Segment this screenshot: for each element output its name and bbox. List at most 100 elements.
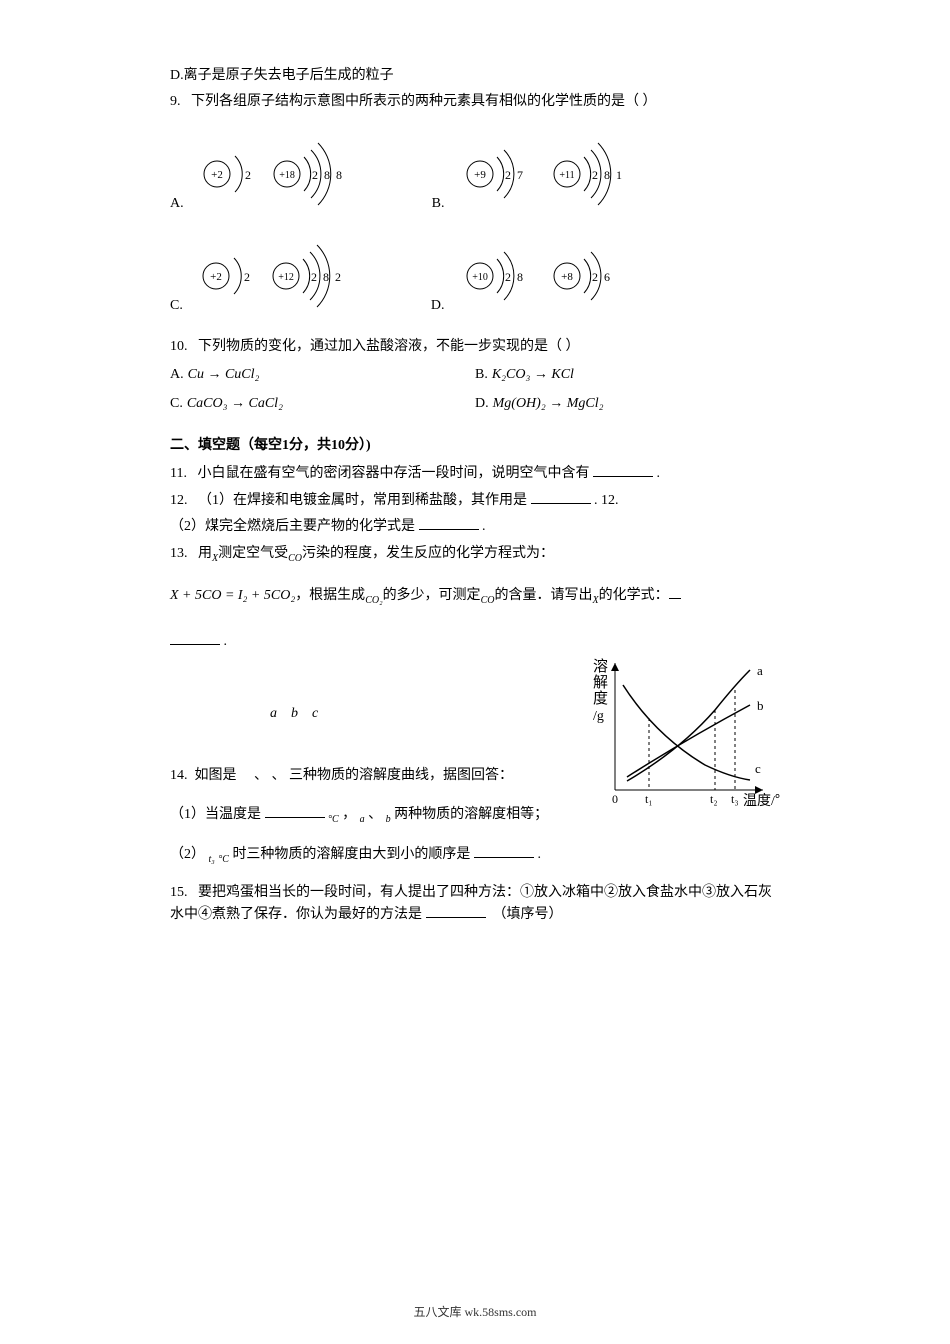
- svg-text:2: 2: [244, 270, 250, 284]
- q11: 11. 小白鼠在盛有空气的密闭容器中存活一段时间，说明空气中含有 .: [170, 463, 780, 485]
- svg-text:+10: +10: [473, 272, 489, 283]
- blank: [426, 904, 486, 918]
- svg-text:溶: 溶: [593, 658, 608, 675]
- svg-text:+8: +8: [562, 271, 574, 283]
- svg-text:6: 6: [604, 270, 610, 284]
- t: 用: [198, 546, 212, 561]
- var-t3: t₃: [209, 854, 215, 865]
- equation: X + 5CO = I₂ + 5CO₂: [170, 588, 295, 603]
- q15-num: 15.: [170, 885, 188, 900]
- svg-text:1: 1: [616, 168, 622, 182]
- q8-option-d: D.离子是原子失去电子后生成的粒子: [170, 65, 780, 87]
- svg-text:8: 8: [604, 168, 610, 182]
- svg-text:+18: +18: [279, 170, 295, 181]
- q12-part2: （2）煤完全燃烧后主要产物的化学式是 .: [170, 516, 780, 538]
- option-label-a: A.: [170, 193, 184, 215]
- var-a: a: [360, 814, 365, 825]
- svg-text:8: 8: [336, 168, 342, 182]
- option-label: A.: [170, 364, 184, 386]
- t: ，: [342, 807, 356, 822]
- page-footer: 五八文库 wk.58sms.com: [0, 1303, 950, 1322]
- option-label-b: B.: [432, 193, 445, 215]
- t: 时三种物质的溶解度由大到小的顺序是: [232, 847, 470, 862]
- t: 的多少，可测定: [383, 588, 481, 603]
- svg-text:2: 2: [592, 270, 598, 284]
- q14-wrap: 溶 解 度 /g a b c 0 t₁ t₂ t₃ 温度/℃ a b c 14.…: [170, 663, 780, 788]
- t: 、: [368, 807, 382, 822]
- q12-p2-tail: .: [482, 519, 486, 534]
- q10-stem: 10. 下列物质的变化，通过加入盐酸溶液，不能一步实现的是（ ）: [170, 336, 780, 358]
- q10-num: 10.: [170, 339, 188, 354]
- q14-num: 14.: [170, 768, 188, 783]
- svg-text:2: 2: [311, 270, 317, 284]
- q15: 15. 要把鸡蛋相当长的一段时间，有人提出了四种方法：①放入冰箱中②放入食盐水中…: [170, 882, 780, 927]
- svg-text:7: 7: [517, 168, 523, 182]
- svg-text:+2: +2: [210, 271, 222, 283]
- t: 测定空气受: [218, 546, 288, 561]
- q13-stem: 13. 用X测定空气受CO污染的程度，发生反应的化学方程式为：: [170, 543, 780, 567]
- q9-option-b: B. +9 2 7 +11 2 8 1: [432, 126, 648, 216]
- equation: Cu → CuCl₂: [188, 364, 260, 386]
- svg-text:解: 解: [593, 674, 608, 691]
- var-co2: CO₂: [365, 595, 382, 606]
- blank: [170, 631, 220, 645]
- svg-text:2: 2: [245, 168, 251, 182]
- equation: K₂CO₃ → KCl: [492, 364, 574, 386]
- q11-num: 11.: [170, 466, 187, 481]
- q10-option-d: D. Mg(OH)₂ → MgCl₂: [475, 393, 780, 415]
- q10-option-c: C. CaCO₃ → CaCl₂: [170, 393, 475, 415]
- svg-text:2: 2: [505, 168, 511, 182]
- q10-text: 下列物质的变化，通过加入盐酸溶液，不能一步实现的是（ ）: [198, 339, 580, 354]
- svg-text:c: c: [755, 761, 761, 776]
- q9-option-c: C. +2 2 +12 2 8 2: [170, 228, 361, 318]
- option-label-c: C.: [170, 295, 183, 317]
- q13-tail: .: [224, 634, 228, 649]
- blank: [593, 463, 653, 477]
- q10-row-2: C. CaCO₃ → CaCl₂ D. Mg(OH)₂ → MgCl₂: [170, 393, 780, 415]
- t: ，根据生成: [295, 588, 365, 603]
- atom-diagram-icon: +2 2 +18 2 8 8: [192, 126, 362, 216]
- q9-row-2: C. +2 2 +12 2 8 2 D. +10 2 8 +8 2: [170, 228, 780, 318]
- svg-text:2: 2: [312, 168, 318, 182]
- svg-text:/g: /g: [593, 709, 604, 724]
- blank: [265, 804, 325, 818]
- q10-row-1: A. Cu → CuCl₂ B. K₂CO₃ → KCl: [170, 364, 780, 386]
- t: （1）当温度是: [170, 807, 261, 822]
- option-label-d: D.: [431, 295, 445, 317]
- svg-text:温度/℃: 温度/℃: [743, 793, 780, 809]
- q14-p2: （2） t₃ °C 时三种物质的溶解度由大到小的顺序是 .: [170, 844, 780, 868]
- q9-num: 9.: [170, 94, 181, 109]
- equation: CaCO₃ → CaCl₂: [187, 393, 283, 415]
- t: .: [537, 847, 541, 862]
- svg-text:+9: +9: [475, 169, 487, 181]
- solubility-chart-icon: 溶 解 度 /g a b c 0 t₁ t₂ t₃ 温度/℃: [585, 655, 780, 820]
- svg-text:+12: +12: [278, 272, 294, 283]
- atom-diagram-icon: +10 2 8 +8 2 6: [452, 228, 627, 318]
- atom-diagram-icon: +9 2 7 +11 2 8 1: [452, 126, 647, 216]
- section-2-title: 二、填空题（每空1分，共10分）): [170, 435, 780, 457]
- q13-blank-row: .: [170, 631, 780, 653]
- svg-text:2: 2: [335, 270, 341, 284]
- q13-eq-line: X + 5CO = I₂ + 5CO₂，根据生成CO₂的多少，可测定CO的含量．…: [170, 585, 780, 609]
- svg-text:b: b: [757, 698, 764, 713]
- blank: [531, 490, 591, 504]
- var-co: CO: [481, 595, 495, 606]
- svg-text:2: 2: [592, 168, 598, 182]
- option-label: B.: [475, 364, 488, 386]
- svg-text:度: 度: [593, 690, 608, 707]
- q12-num: 12.: [170, 493, 188, 508]
- q9-option-a: A. +2 2 +18 2 8 8: [170, 126, 362, 216]
- var-co: CO: [288, 553, 302, 564]
- svg-text:t₃: t₃: [731, 792, 739, 806]
- q9-option-d: D. +10 2 8 +8 2 6: [431, 228, 628, 318]
- unit: °C: [218, 854, 229, 865]
- q10-option-b: B. K₂CO₃ → KCl: [475, 364, 780, 386]
- q12-p1-tail: . 12.: [594, 493, 619, 508]
- q14-text: 如图是 、 、 三种物质的溶解度曲线，据图回答：: [195, 768, 514, 783]
- svg-text:2: 2: [505, 270, 511, 284]
- svg-text:t₁: t₁: [645, 792, 653, 806]
- q15-tail: （填序号）: [493, 907, 563, 922]
- svg-text:a: a: [757, 663, 763, 678]
- q12-p1-text: （1）在焊接和电镀金属时，常用到稀盐酸，其作用是: [198, 493, 527, 508]
- t: 两种物质的溶解度相等；: [394, 807, 548, 822]
